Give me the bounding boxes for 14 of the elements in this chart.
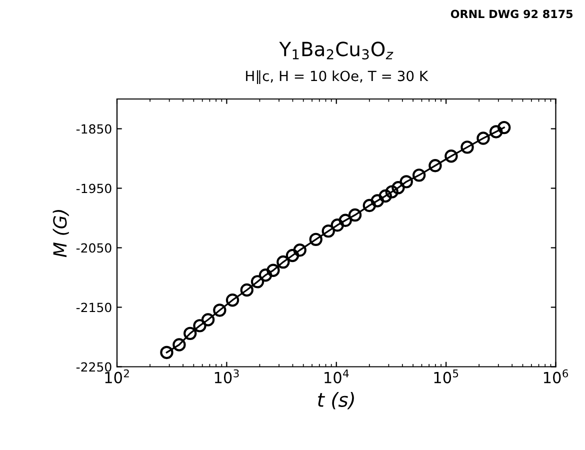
- x-tick-label: 10$^{4}$: [324, 369, 349, 384]
- x-axis-title: t (s): [318, 392, 354, 410]
- chart-subtitle: H∥c, H = 10 kOe, T = 30 K: [246, 70, 428, 84]
- y-tick-label: -2050: [76, 243, 112, 253]
- y-tick-label: -1850: [76, 124, 112, 134]
- chart-title: Y$_{1}$Ba$_{2}$Cu$_{3}$O$_{z}$: [279, 42, 394, 60]
- y-tick-label: -2250: [76, 362, 112, 372]
- x-tick-label: 10$^{6}$: [544, 369, 568, 384]
- x-tick-label: 10$^{3}$: [214, 369, 239, 384]
- x-tick-label: 10$^{5}$: [434, 369, 458, 384]
- y-tick-label: -2150: [76, 302, 112, 312]
- text: ORNL DWG 92 8175: [450, 10, 573, 18]
- y-tick-label: -1950: [76, 184, 112, 194]
- y-axis-title: M (G): [52, 210, 69, 258]
